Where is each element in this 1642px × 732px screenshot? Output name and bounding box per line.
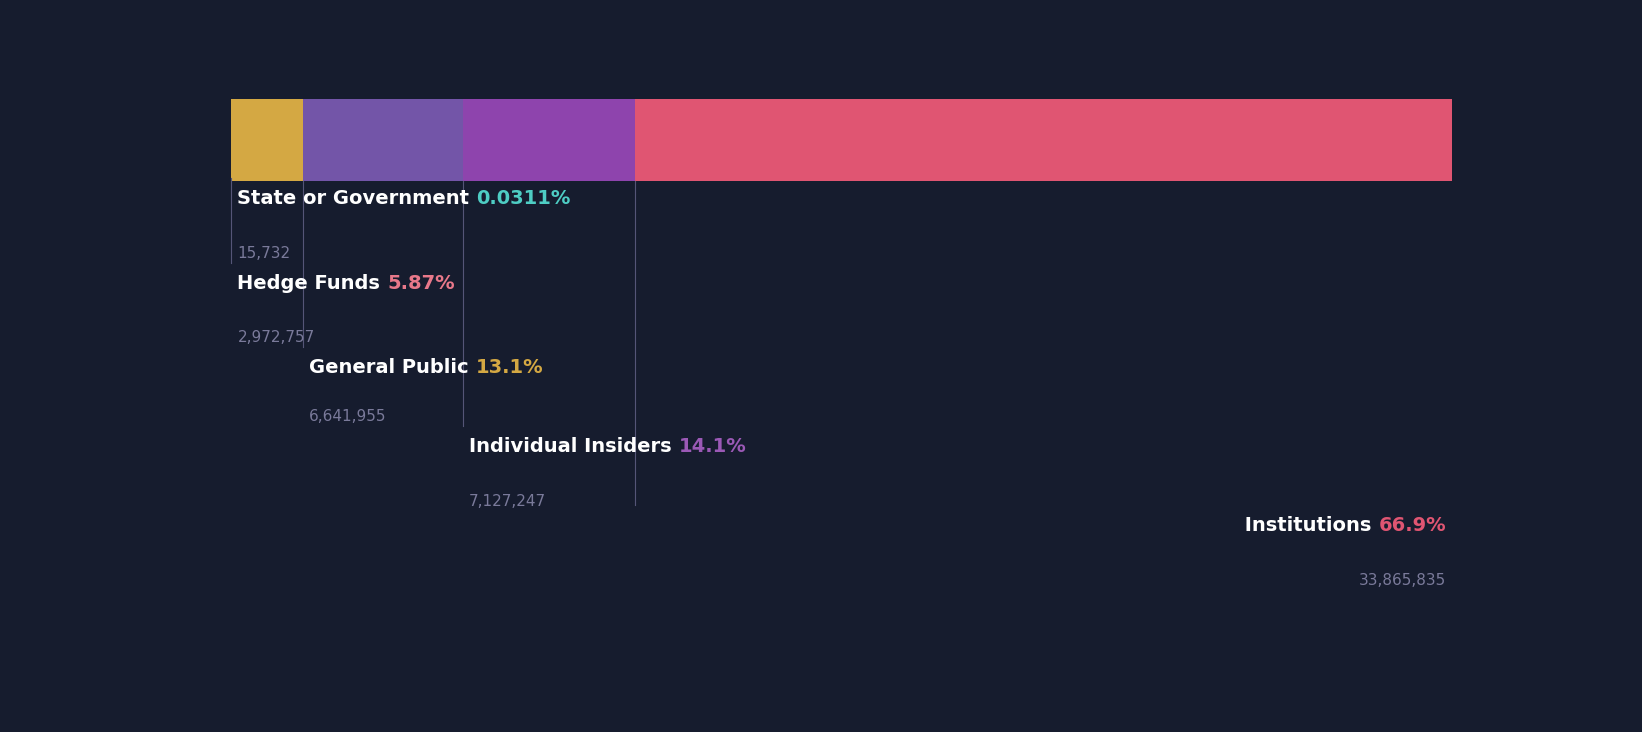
- Text: 66.9%: 66.9%: [1378, 516, 1447, 535]
- Text: 0.0311%: 0.0311%: [476, 190, 570, 209]
- Text: Hedge Funds: Hedge Funds: [238, 274, 388, 293]
- Text: 33,865,835: 33,865,835: [1358, 572, 1447, 588]
- Bar: [232, 99, 302, 181]
- Text: 13.1%: 13.1%: [476, 359, 544, 378]
- Text: 2,972,757: 2,972,757: [238, 330, 315, 346]
- Bar: [635, 99, 1453, 181]
- Bar: [463, 99, 635, 181]
- Text: State or Government: State or Government: [236, 190, 476, 209]
- Text: Individual Insiders: Individual Insiders: [470, 437, 678, 456]
- Text: Institutions: Institutions: [1238, 516, 1378, 535]
- Text: 14.1%: 14.1%: [678, 437, 747, 456]
- Text: 6,641,955: 6,641,955: [309, 409, 386, 424]
- Text: 15,732: 15,732: [236, 246, 291, 261]
- Text: General Public: General Public: [309, 359, 476, 378]
- Text: 7,127,247: 7,127,247: [470, 493, 547, 509]
- Bar: [302, 99, 463, 181]
- Text: 5.87%: 5.87%: [388, 274, 455, 293]
